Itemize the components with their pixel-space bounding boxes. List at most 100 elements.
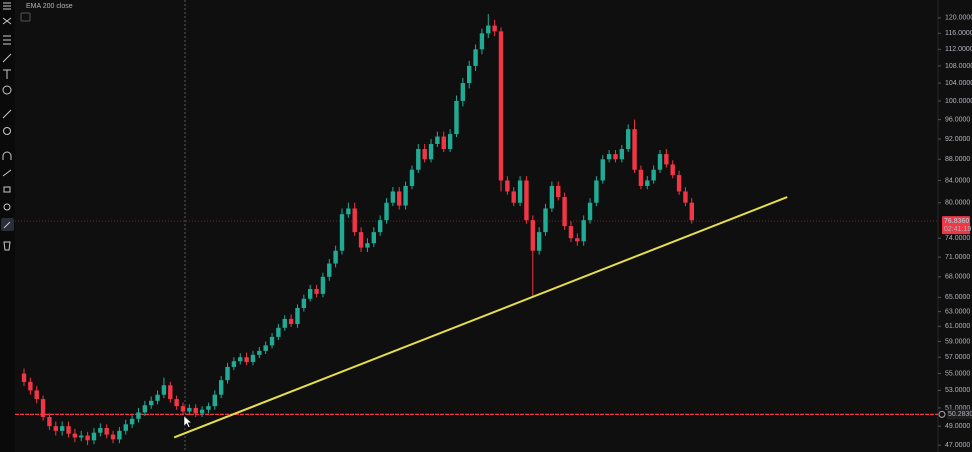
collapse-button[interactable]: [20, 12, 31, 22]
candle-body: [626, 129, 631, 150]
candle-body: [155, 394, 160, 401]
candle-body: [142, 405, 148, 413]
indicator-label: EMA 200 close: [26, 3, 73, 10]
candle-body: [575, 238, 580, 242]
candle-body: [460, 83, 466, 101]
candle-body: [517, 180, 523, 203]
candle-body: [505, 180, 510, 192]
candle-body: [371, 232, 376, 244]
y-tick-label: 53.0000: [945, 387, 970, 394]
candle-body: [549, 185, 555, 209]
candle-body: [581, 220, 586, 242]
candle-body: [193, 407, 198, 414]
candle-body: [21, 373, 27, 382]
y-tick-label: 108.0000: [945, 63, 972, 70]
candle-body: [606, 154, 612, 160]
y-tick-label: 71.0000: [945, 254, 970, 261]
y-tick-label: 104.0000: [945, 80, 972, 87]
candle-body: [384, 202, 389, 221]
candle-body: [161, 385, 167, 395]
candle-body: [568, 226, 574, 239]
candle-body: [295, 308, 300, 325]
candle-body: [638, 169, 644, 186]
candle-body: [53, 426, 58, 431]
trendline: [173, 196, 788, 439]
magnet-icon[interactable]: [2, 151, 12, 160]
candle-body: [301, 298, 307, 309]
toolbar: [0, 0, 15, 452]
draw-icon[interactable]: [2, 169, 12, 177]
support-label-bg: [947, 409, 972, 420]
candle-body: [104, 428, 109, 435]
candle-body: [670, 164, 675, 176]
candle-body: [320, 276, 326, 294]
candle-body: [416, 149, 421, 170]
candle-body: [263, 345, 268, 351]
candle-body: [377, 220, 383, 233]
candle-body: [250, 354, 256, 363]
candle-body: [218, 380, 224, 395]
candle-body: [225, 366, 230, 381]
ruler-icon[interactable]: [2, 109, 12, 119]
candle-body: [619, 149, 625, 160]
candle-body: [110, 434, 116, 440]
candle-body: [492, 25, 497, 32]
cross-icon[interactable]: [2, 17, 12, 25]
y-tick-label: 61.0000: [945, 323, 970, 330]
candle-body: [276, 327, 281, 337]
candle-body: [657, 154, 663, 170]
candle-body: [136, 412, 141, 419]
candle-body: [187, 407, 192, 412]
menu-icon[interactable]: [3, 2, 11, 10]
y-tick-label: 96.0000: [945, 116, 970, 123]
eye-icon[interactable]: [3, 203, 11, 211]
y-tick-label: 116.0000: [945, 30, 972, 37]
candle-body: [689, 202, 694, 221]
link-icon: [3, 221, 11, 229]
candle-body: [352, 208, 357, 233]
candle-body: [556, 185, 561, 198]
y-tick-label: 100.0000: [945, 98, 972, 105]
y-tick-label: 59.0000: [945, 338, 970, 345]
candle-body: [645, 180, 650, 186]
candle-body: [486, 25, 491, 34]
candle-body: [409, 169, 415, 186]
candle-body: [180, 406, 186, 412]
candle-body: [473, 49, 478, 66]
candle-body: [282, 318, 287, 328]
candle-body: [244, 357, 249, 363]
y-tick-label: 63.0000: [945, 308, 970, 315]
candle-body: [314, 289, 319, 294]
candle-body: [530, 220, 535, 251]
support-label: 50.2830: [948, 411, 972, 418]
text-icon[interactable]: [3, 69, 11, 79]
lock-icon[interactable]: [3, 186, 11, 193]
candle-body: [85, 435, 90, 441]
candle-body: [390, 191, 396, 203]
candle-body: [454, 100, 459, 135]
candle-body: [365, 243, 370, 248]
pen-icon[interactable]: [2, 53, 12, 63]
lines-icon[interactable]: [3, 35, 11, 45]
candle-body: [511, 191, 516, 203]
zoom-icon[interactable]: [3, 127, 11, 135]
candle-body: [72, 433, 78, 438]
candle-body: [28, 381, 33, 391]
candle-body: [231, 361, 237, 367]
candle-body: [174, 399, 179, 407]
candle-body: [47, 416, 52, 427]
candle-body: [428, 143, 434, 160]
candle-body: [613, 154, 618, 160]
trash-icon[interactable]: [3, 241, 11, 251]
y-tick-label: 74.0000: [945, 235, 970, 242]
y-tick-label: 65.0000: [945, 294, 970, 301]
candle-body: [40, 399, 46, 417]
candle-body: [123, 424, 128, 431]
candle-body: [676, 175, 682, 192]
emoji-icon[interactable]: [2, 85, 12, 95]
current-price-bg: [942, 216, 970, 235]
candle-body: [435, 136, 440, 144]
candle-body: [327, 263, 332, 277]
candle-body: [257, 350, 262, 355]
